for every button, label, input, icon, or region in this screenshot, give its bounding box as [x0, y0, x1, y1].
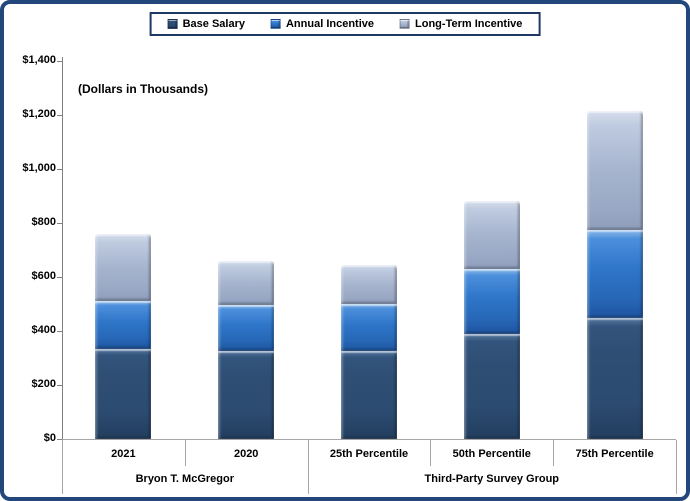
legend-item-base-salary: Base Salary — [167, 18, 245, 30]
bar-segment-25th-percentile-annual-incentive — [341, 304, 397, 352]
x-axis-category-label: 25th Percentile — [329, 448, 409, 460]
bar-segment-50th-percentile-long-term-incentive — [463, 201, 520, 269]
y-axis-tick-label: $1,000 — [22, 162, 56, 174]
y-axis-tickmark — [57, 277, 62, 278]
x-axis-category-label: 50th Percentile — [452, 448, 531, 460]
bar-segment-75th-percentile-annual-incentive — [586, 229, 643, 318]
legend-swatch-long-term-incentive-icon — [400, 19, 411, 29]
x-axis-group-label-bryon-t.-mcgregor: Bryon T. McGregor — [135, 473, 234, 485]
x-axis-category-label: 2020 — [233, 448, 259, 460]
y-axis-tickmark — [57, 331, 62, 332]
y-axis-tick-label: $1,400 — [22, 54, 56, 66]
chart-legend: Base Salary Annual Incentive Long-Term I… — [149, 12, 541, 36]
bar-segment-2020-annual-incentive — [218, 305, 275, 352]
bar-segment-75th-percentile-long-term-incentive — [586, 110, 643, 230]
x-axis-category-label: 2021 — [111, 448, 136, 460]
axis-separator-line — [676, 440, 677, 494]
legend-item-long-term-incentive: Long-Term Incentive — [400, 18, 522, 30]
y-axis-tickmark — [57, 223, 62, 224]
bar-segment-2021-long-term-incentive — [95, 233, 152, 302]
x-axis-group-label-third-party-survey-group: Third-Party Survey Group — [424, 473, 560, 485]
legend-swatch-base-salary-icon — [167, 19, 178, 29]
legend-swatch-annual-incentive-icon — [270, 19, 281, 29]
y-axis-tickmark — [57, 439, 62, 440]
legend-label-annual-incentive: Annual Incentive — [285, 18, 375, 30]
bar-segment-2021-base-salary — [95, 348, 152, 439]
x-axis-line — [62, 439, 676, 440]
units-annotation: (Dollars in Thousands) — [78, 82, 209, 96]
axis-separator-line — [62, 440, 63, 494]
axis-separator-line — [307, 440, 309, 494]
bar-segment-50th-percentile-annual-incentive — [463, 268, 520, 334]
y-axis-tick-label: $0 — [43, 432, 56, 444]
bar-segment-50th-percentile-base-salary — [463, 333, 520, 439]
bar-segment-25th-percentile-long-term-incentive — [341, 264, 397, 304]
bar-segment-75th-percentile-base-salary — [586, 317, 643, 439]
legend-label-long-term-incentive: Long-Term Incentive — [415, 18, 523, 30]
axis-separator-line — [553, 440, 555, 466]
y-axis-line — [61, 57, 63, 440]
y-axis-tickmark — [57, 169, 62, 170]
bar-segment-2021-annual-incentive — [95, 301, 152, 349]
y-axis-tick-label: $400 — [31, 324, 56, 336]
axis-separator-line — [430, 440, 432, 466]
y-axis-tick-label: $200 — [31, 378, 56, 390]
y-axis-tick-label: $1,200 — [22, 108, 56, 120]
y-axis-tickmark — [57, 385, 62, 386]
legend-label-base-salary: Base Salary — [182, 18, 245, 30]
bar-segment-2020-base-salary — [218, 351, 275, 439]
bar-segment-2020-long-term-incentive — [218, 260, 275, 306]
y-axis-tickmark — [57, 61, 62, 62]
y-axis-tickmark — [57, 115, 62, 116]
bar-segment-25th-percentile-base-salary — [341, 351, 397, 439]
y-axis-tick-label: $600 — [31, 270, 56, 282]
x-axis-category-label: 75th Percentile — [575, 448, 654, 460]
plot-area: $1,400 $1,200 $1,000 $800 $600 $400 $200 $0 2021… — [4, 4, 686, 497]
y-axis-tick-label: $800 — [31, 216, 56, 228]
legend-item-annual-incentive: Annual Incentive — [270, 18, 375, 30]
axis-separator-line — [184, 440, 186, 466]
